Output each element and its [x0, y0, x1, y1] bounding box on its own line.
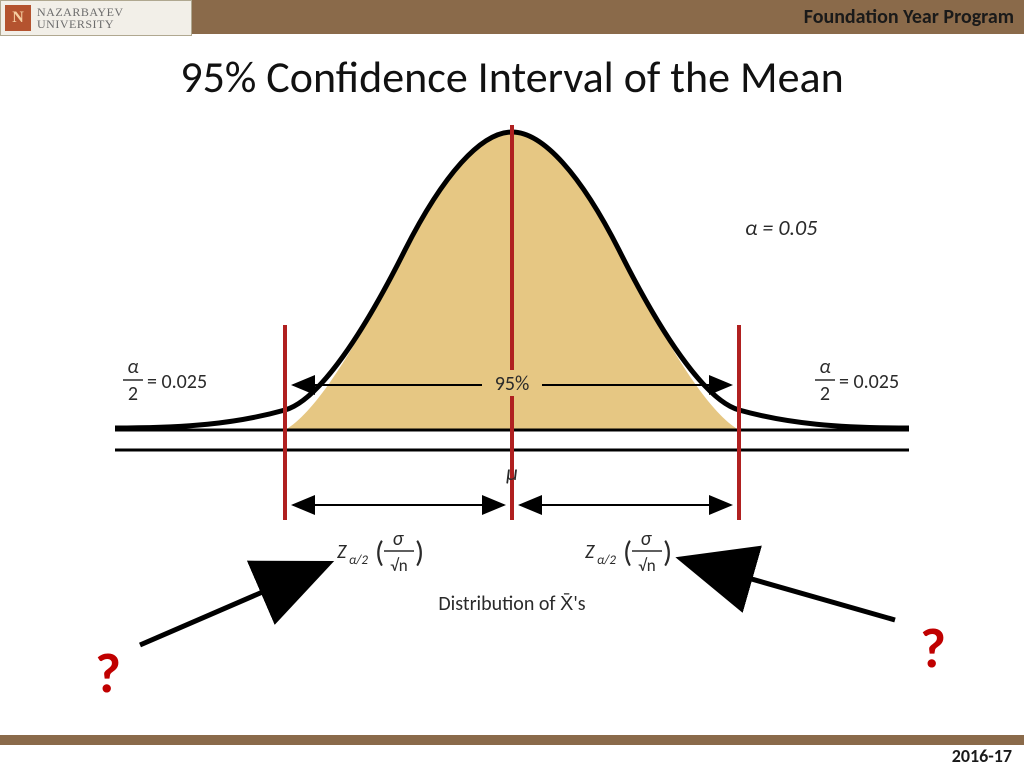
question-mark-right: ?	[920, 615, 946, 683]
svg-text:): )	[663, 534, 672, 571]
svg-text:α/2: α/2	[349, 553, 368, 568]
label-alpha-half-left: α 2 = 0.025	[123, 355, 207, 406]
page-title: 95% Confidence Interval of the Mean	[0, 50, 1024, 104]
svg-text:= 0.025: = 0.025	[839, 370, 899, 394]
svg-text:Z: Z	[337, 540, 347, 564]
program-name: Foundation Year Program	[804, 0, 1014, 34]
svg-text:α: α	[819, 355, 830, 379]
confidence-interval-diagram: 95% α = 0.05 α 2 = 0.025 α 2 = 0.025 μ Z…	[85, 120, 939, 660]
label-alpha: α = 0.05	[745, 214, 817, 241]
arrow-to-left-formula	[140, 565, 325, 645]
svg-text:α: α	[127, 355, 138, 379]
footer-year: 2016-17	[952, 745, 1012, 767]
svg-text:): )	[415, 534, 424, 571]
svg-text:σ: σ	[641, 527, 653, 551]
formula-left: Z α/2 ( σ √n )	[337, 527, 424, 576]
footer-bar	[0, 735, 1024, 745]
arrow-to-right-formula	[685, 560, 895, 620]
logo-text: NAZARBAYEV UNIVERSITY	[37, 6, 124, 30]
logo-line2: UNIVERSITY	[37, 18, 124, 30]
svg-text:√n: √n	[390, 555, 407, 576]
svg-text:2: 2	[820, 382, 830, 406]
svg-text:(: (	[623, 534, 632, 571]
question-mark-left: ?	[95, 640, 121, 708]
diagram-svg: 95% α = 0.05 α 2 = 0.025 α 2 = 0.025 μ Z…	[85, 120, 939, 660]
label-mu: μ	[506, 459, 518, 486]
svg-text:Z: Z	[585, 540, 595, 564]
svg-text:= 0.025: = 0.025	[147, 370, 207, 394]
label-alpha-half-right: α 2 = 0.025	[815, 355, 899, 406]
logo-icon: N	[5, 5, 31, 31]
svg-text:α/2: α/2	[597, 553, 616, 568]
label-distribution: Distribution of X̄'s	[438, 592, 585, 616]
svg-text:σ: σ	[393, 527, 405, 551]
logo: N NAZARBAYEV UNIVERSITY	[0, 0, 192, 36]
svg-text:2: 2	[128, 382, 138, 406]
svg-text:√n: √n	[638, 555, 655, 576]
label-95pct: 95%	[495, 372, 530, 396]
svg-text:(: (	[375, 534, 384, 571]
formula-right: Z α/2 ( σ √n )	[585, 527, 672, 576]
